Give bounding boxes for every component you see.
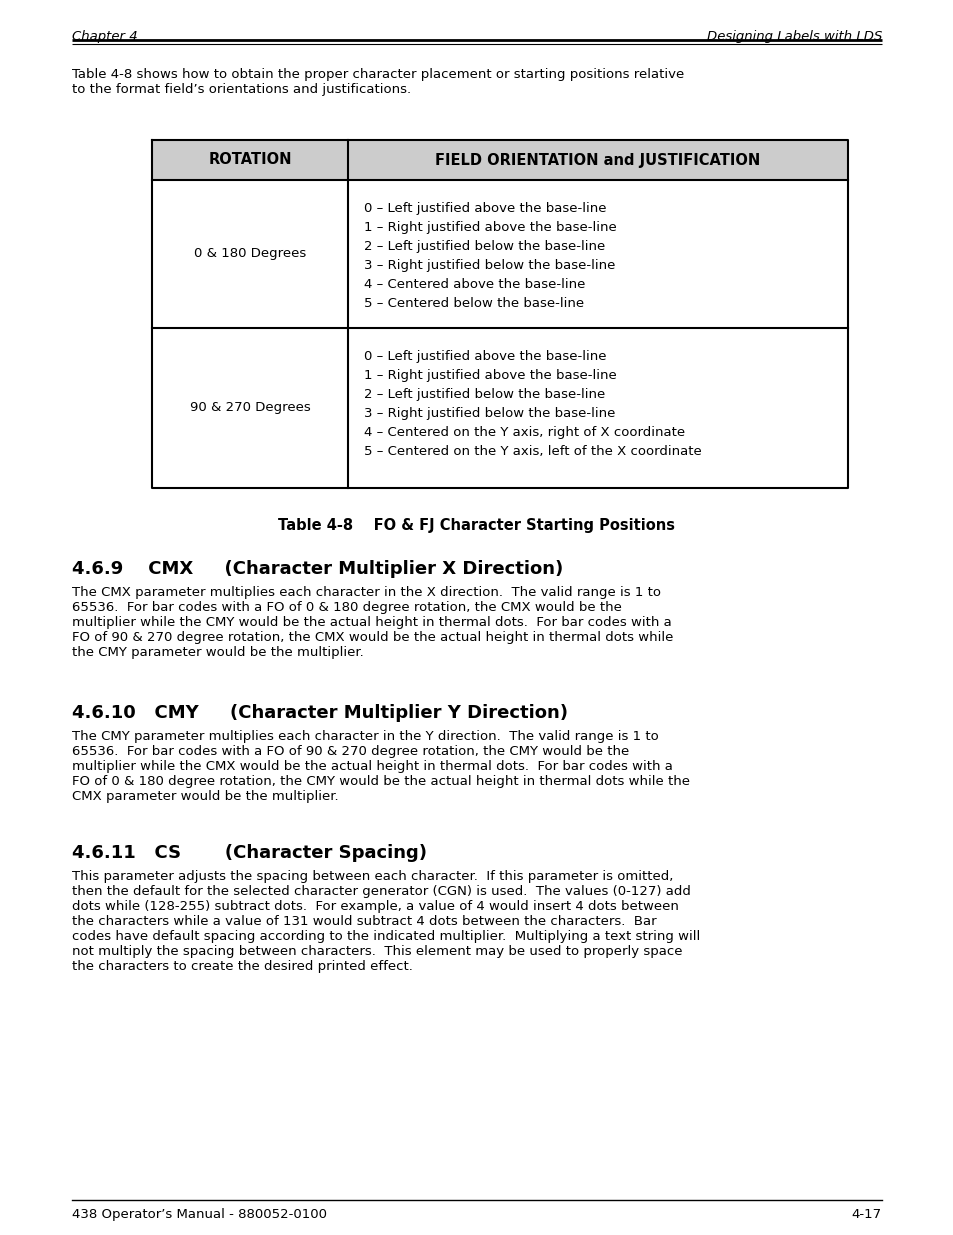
Text: 4 – Centered above the base-line: 4 – Centered above the base-line [364, 278, 585, 291]
Text: 90 & 270 Degrees: 90 & 270 Degrees [190, 401, 310, 415]
Text: 438 Operator’s Manual - 880052-0100: 438 Operator’s Manual - 880052-0100 [71, 1208, 327, 1221]
Text: The CMY parameter multiplies each character in the Y direction.  The valid range: The CMY parameter multiplies each charac… [71, 730, 689, 803]
Text: 1 – Right justified above the base-line: 1 – Right justified above the base-line [364, 221, 616, 233]
Text: 2 – Left justified below the base-line: 2 – Left justified below the base-line [364, 388, 604, 401]
Bar [152, 140, 847, 180]
Text: 5 – Centered below the base-line: 5 – Centered below the base-line [364, 296, 583, 310]
Text: The CMX parameter multiplies each character in the X direction.  The valid range: The CMX parameter multiplies each charac… [71, 585, 673, 659]
Text: 0 – Left justified above the base-line: 0 – Left justified above the base-line [364, 350, 606, 363]
Text: 1 – Right justified above the base-line: 1 – Right justified above the base-line [364, 369, 616, 382]
Text: 4 – Centered on the Y axis, right of X coordinate: 4 – Centered on the Y axis, right of X c… [364, 426, 684, 438]
Text: 0 – Left justified above the base-line: 0 – Left justified above the base-line [364, 203, 606, 215]
Text: Table 4-8    FO & FJ Character Starting Positions: Table 4-8 FO & FJ Character Starting Pos… [278, 517, 675, 534]
Text: 3 – Right justified below the base-line: 3 – Right justified below the base-line [364, 408, 615, 420]
Text: Table 4-8 shows how to obtain the proper character placement or starting positio: Table 4-8 shows how to obtain the proper… [71, 68, 683, 96]
Text: 4.6.10   CMY     (Character Multiplier Y Direction): 4.6.10 CMY (Character Multiplier Y Direc… [71, 704, 567, 722]
Text: 2 – Left justified below the base-line: 2 – Left justified below the base-line [364, 240, 604, 253]
Text: This parameter adjusts the spacing between each character.  If this parameter is: This parameter adjusts the spacing betwe… [71, 869, 700, 973]
Text: 5 – Centered on the Y axis, left of the X coordinate: 5 – Centered on the Y axis, left of the … [364, 445, 701, 458]
Text: 4.6.11   CS       (Character Spacing): 4.6.11 CS (Character Spacing) [71, 844, 427, 862]
Text: 3 – Right justified below the base-line: 3 – Right justified below the base-line [364, 259, 615, 272]
Text: 4.6.9    CMX     (Character Multiplier X Direction): 4.6.9 CMX (Character Multiplier X Direct… [71, 559, 562, 578]
Text: Chapter 4: Chapter 4 [71, 30, 137, 43]
Text: 0 & 180 Degrees: 0 & 180 Degrees [193, 247, 306, 261]
Text: Designing Labels with LDS: Designing Labels with LDS [706, 30, 882, 43]
Text: 4-17: 4-17 [851, 1208, 882, 1221]
Text: FIELD ORIENTATION and JUSTIFICATION: FIELD ORIENTATION and JUSTIFICATION [435, 152, 760, 168]
Text: ROTATION: ROTATION [208, 152, 292, 168]
